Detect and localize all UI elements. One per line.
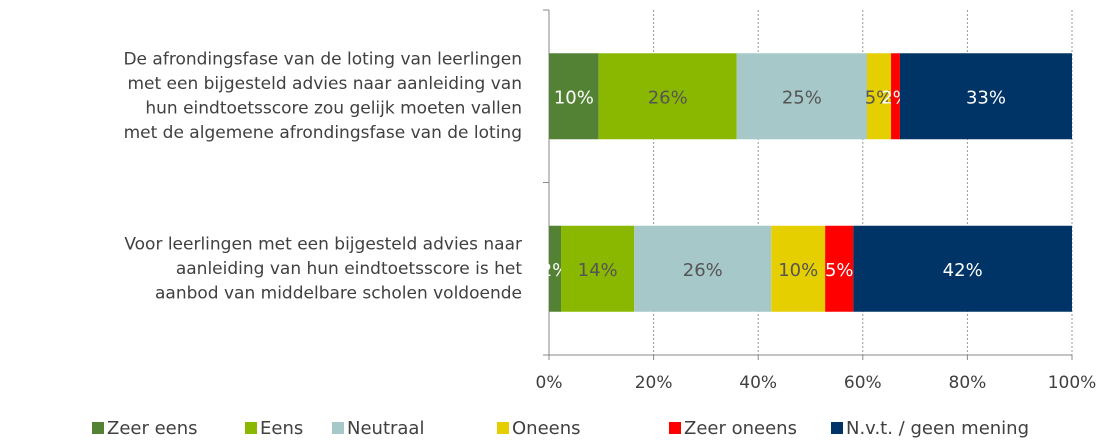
- data-label: 26%: [683, 260, 723, 281]
- data-label: 5%: [865, 87, 894, 108]
- category-label: met de algemene afrondingsfase van de lo…: [124, 123, 522, 143]
- x-tick-label: 20%: [635, 373, 673, 393]
- bar-segment: [634, 225, 772, 312]
- legend-swatch: [497, 422, 509, 434]
- legend-swatch: [245, 422, 257, 434]
- bar-segment: [549, 53, 599, 140]
- bar-segment: [561, 225, 635, 312]
- legend-swatch: [92, 422, 104, 434]
- legend-swatch: [831, 422, 843, 434]
- legend-label: N.v.t. / geen mening: [846, 418, 1029, 439]
- bar-segment: [891, 53, 900, 140]
- legend-label: Oneens: [512, 418, 581, 439]
- data-label: 10%: [554, 87, 594, 108]
- data-label: 33%: [966, 87, 1006, 108]
- data-label: 14%: [578, 260, 618, 281]
- bar-segment: [866, 53, 892, 140]
- legend-label: Neutraal: [347, 418, 424, 439]
- category-label: aanleiding van hun eindtoetsscore is het: [176, 259, 522, 279]
- bar-segment: [899, 53, 1072, 140]
- bar-segment: [598, 53, 737, 140]
- category-label: Voor leerlingen met een bijgesteld advie…: [124, 234, 522, 254]
- data-label: 10%: [778, 260, 818, 281]
- bar-segment: [771, 225, 826, 312]
- x-tick-label: 0%: [536, 373, 563, 393]
- data-label: 25%: [782, 87, 822, 108]
- bar-segment: [549, 225, 562, 312]
- x-tick-label: 60%: [844, 373, 882, 393]
- legend-label: Zeer eens: [107, 418, 198, 439]
- bar-segment: [736, 53, 867, 140]
- data-label: 5%: [825, 260, 854, 281]
- data-label: 42%: [943, 260, 983, 281]
- category-label: met een bijgesteld advies naar aanleidin…: [127, 74, 522, 94]
- legend-swatch: [669, 422, 681, 434]
- data-label: 26%: [648, 87, 688, 108]
- legend-label: Eens: [260, 418, 303, 439]
- x-tick-label: 40%: [739, 373, 777, 393]
- x-tick-label: 100%: [1048, 373, 1097, 393]
- category-label: De afrondingsfase van de loting van leer…: [123, 50, 522, 70]
- category-label: hun eindtoetsscore zou gelijk moeten val…: [145, 99, 522, 119]
- category-label: aanbod van middelbare scholen voldoende: [155, 283, 522, 303]
- bar-segment: [825, 225, 854, 312]
- legend-label: Zeer oneens: [684, 418, 797, 439]
- bar-segment: [853, 225, 1072, 312]
- x-tick-label: 80%: [949, 373, 987, 393]
- legend-swatch: [332, 422, 344, 434]
